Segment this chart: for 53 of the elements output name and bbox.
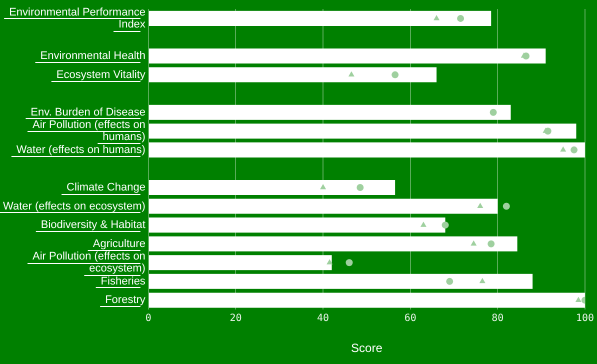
point	[490, 108, 497, 116]
point	[446, 278, 454, 285]
point	[560, 146, 566, 152]
point	[575, 296, 582, 302]
bar	[148, 198, 498, 214]
bar	[148, 67, 437, 82]
point	[479, 278, 486, 284]
y-tick-label: Environmental Health	[40, 50, 146, 62]
bar	[148, 124, 576, 139]
y-tick-label: Environmental Performance Index	[9, 6, 146, 31]
y-tick-label: Ecosystem Vitality	[56, 68, 146, 81]
y-tick-label: Air Pollution (effects on ecosystem)	[32, 250, 146, 275]
y-tick-label: Water (effects on humans)	[16, 144, 146, 156]
bar	[148, 142, 585, 158]
x-tick-label: 80	[492, 313, 504, 324]
point	[442, 222, 449, 229]
bar	[148, 48, 546, 64]
bar	[148, 292, 585, 308]
x-tick-label: 0	[145, 313, 152, 324]
point	[470, 240, 477, 246]
point	[420, 222, 426, 227]
bar	[148, 10, 492, 26]
y-tick-label: Air Pollution (effects on humans)	[32, 119, 146, 144]
bar	[148, 218, 446, 233]
x-tick-label: 40	[317, 313, 330, 324]
point	[326, 259, 333, 264]
point	[434, 14, 440, 20]
x-tick-label: 100	[576, 313, 594, 324]
y-tick-label: Biodiversity & Habitat	[40, 219, 146, 232]
point	[477, 202, 484, 208]
point	[348, 71, 354, 77]
point	[502, 202, 510, 210]
y-tick-label: Agriculture	[92, 238, 146, 250]
y-tick-label: Fisheries	[100, 275, 146, 288]
bar	[148, 255, 332, 270]
point	[320, 184, 326, 190]
point	[488, 240, 495, 248]
bar	[148, 274, 533, 289]
point	[356, 184, 364, 191]
y-tick-label: Climate Change	[66, 182, 146, 194]
point	[392, 71, 399, 78]
point	[346, 259, 353, 266]
bar	[148, 104, 511, 120]
point	[457, 14, 464, 22]
y-tick-label: Env. Burden of Disease	[30, 106, 146, 118]
y-tick-label: Water (effects on ecosystem)	[3, 200, 146, 212]
bar	[148, 236, 518, 252]
x-tick-label: 20	[230, 313, 242, 324]
x-tick-label: 60	[404, 313, 416, 324]
point	[570, 146, 578, 154]
y-tick-label: Forestry	[105, 294, 146, 306]
x-axis-title: Score	[351, 341, 383, 356]
bar	[148, 180, 396, 196]
